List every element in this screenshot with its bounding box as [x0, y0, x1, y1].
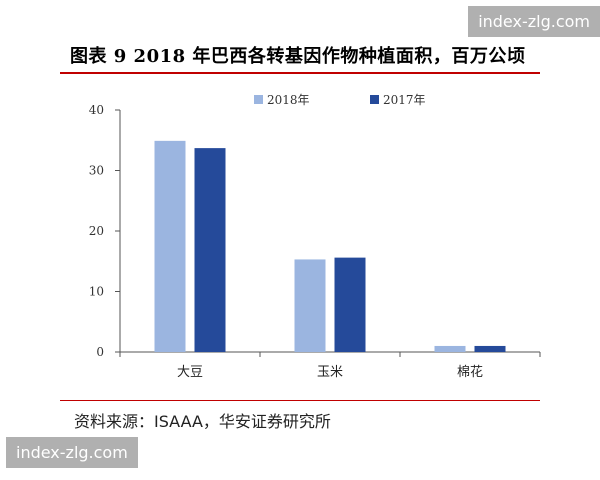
labels: 大豆 玉米 棉花: [177, 364, 483, 380]
axes: 0 10 20 30 40: [89, 103, 541, 359]
legend: 2018年 2017年: [254, 93, 426, 107]
y-tick-label: 20: [89, 224, 104, 238]
y-tick-label: 40: [89, 103, 104, 117]
x-category-label: 玉米: [317, 365, 343, 380]
chart-title: 图表 9 2018 年巴西各转基因作物种植面积，百万公顷: [70, 46, 526, 67]
legend-label: 2017年: [383, 93, 426, 107]
y-tick-label: 30: [89, 164, 104, 178]
bars: [154, 140, 506, 352]
bar: [434, 345, 466, 352]
bar: [334, 257, 366, 352]
chart-card: [60, 36, 560, 436]
title-underline: [60, 72, 540, 74]
legend-swatch: [254, 95, 263, 104]
watermark-bottom: index-zlg.com: [6, 437, 138, 468]
legend-label: 2018年: [267, 93, 310, 107]
legend-swatch: [370, 95, 379, 104]
watermark-top: index-zlg.com: [468, 6, 600, 37]
bar: [154, 140, 186, 352]
bar: [474, 345, 506, 352]
y-tick-label: 0: [96, 345, 104, 359]
x-category-label: 大豆: [177, 365, 203, 380]
bar: [294, 259, 326, 352]
source-note: 资料来源：ISAAA，华安证券研究所: [74, 412, 331, 431]
bar: [194, 148, 226, 352]
source-divider: [60, 400, 540, 401]
y-tick-label: 10: [89, 285, 104, 299]
x-category-label: 棉花: [457, 364, 483, 380]
